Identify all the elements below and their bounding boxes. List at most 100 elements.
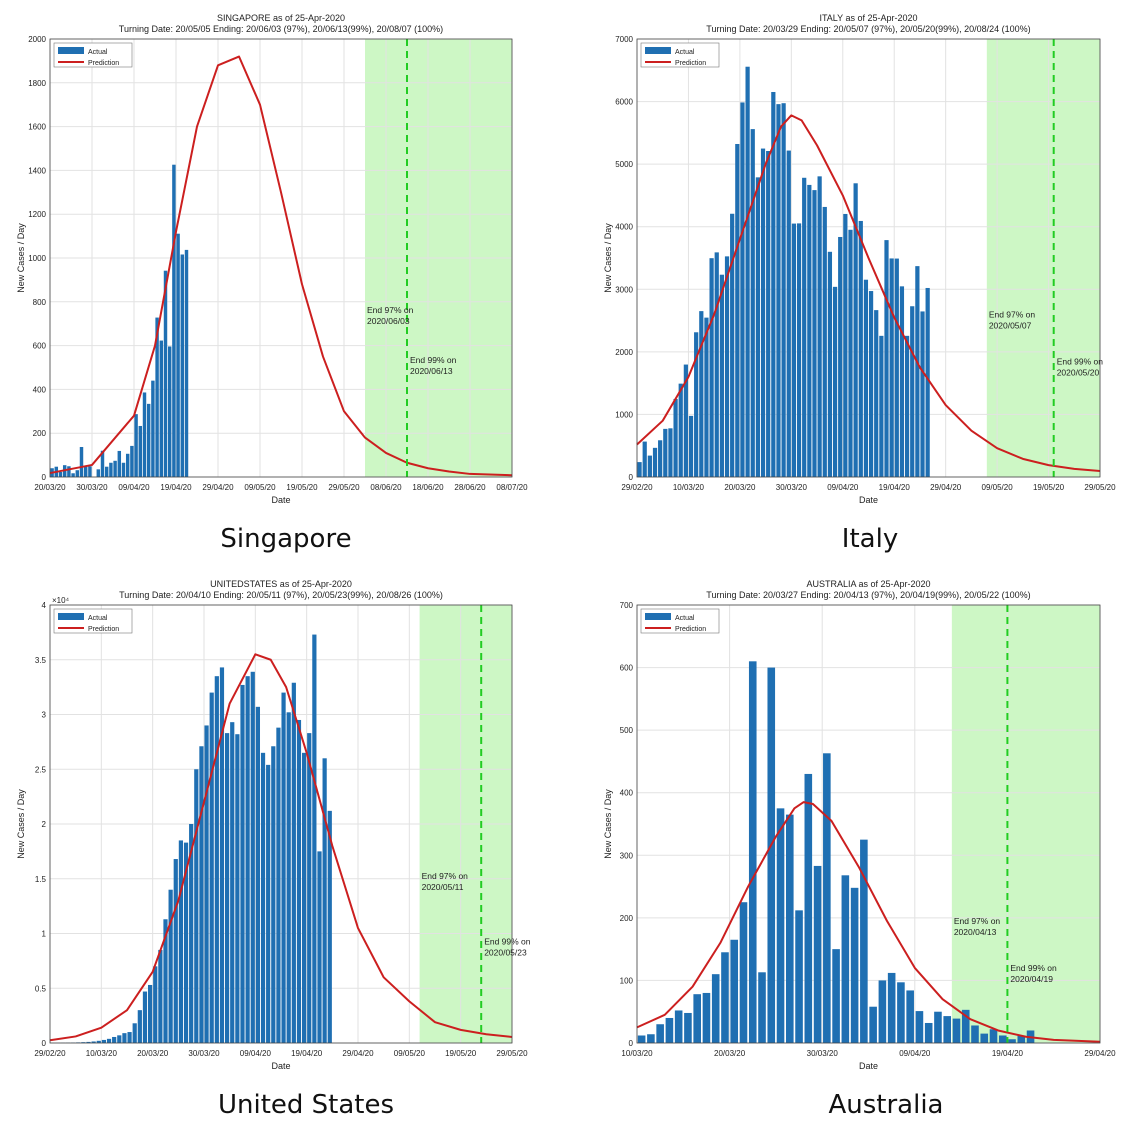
- y-tick-label: 1400: [28, 166, 46, 175]
- bar: [1017, 1035, 1026, 1043]
- x-tick-label: 29/04/20: [930, 483, 962, 492]
- y-tick-label: 200: [33, 429, 47, 438]
- x-tick-label: 20/03/20: [137, 1049, 169, 1058]
- bar: [850, 887, 859, 1043]
- bar: [663, 428, 668, 477]
- legend-label-actual: Actual: [88, 49, 108, 56]
- bar: [745, 66, 750, 477]
- bar: [711, 974, 720, 1043]
- prediction-line: [49, 55, 513, 477]
- bar: [81, 1042, 86, 1043]
- x-tick-label: 19/05/20: [445, 1049, 477, 1058]
- bar: [699, 311, 704, 477]
- bar: [125, 453, 130, 477]
- legend: Actual Prediction: [640, 42, 720, 68]
- bar: [656, 1024, 664, 1043]
- bar: [184, 249, 189, 477]
- y-tick-label: 3.5: [35, 656, 47, 665]
- bar: [841, 875, 850, 1043]
- bar: [786, 150, 791, 477]
- bar: [740, 102, 745, 478]
- bar: [132, 1023, 137, 1043]
- y-axis-label: New Cases / Day: [603, 789, 613, 859]
- chart-panel-2: 0 0.5 1 1.5 2 2.5 3 3.5 4 29/02/20 10/03/20 20/03/2…: [16, 579, 531, 1071]
- bar: [76, 1042, 81, 1043]
- end-99-label: 2020/05/20: [1057, 367, 1100, 377]
- bar: [266, 764, 271, 1043]
- bar: [142, 392, 147, 477]
- bar: [296, 719, 302, 1043]
- x-tick-label: 19/05/20: [1033, 483, 1065, 492]
- bar: [176, 233, 180, 477]
- bar: [758, 972, 766, 1043]
- bar: [739, 902, 748, 1043]
- bar: [183, 842, 189, 1043]
- legend-label-prediction: Prediction: [88, 626, 119, 633]
- bar: [827, 251, 833, 477]
- bar: [860, 839, 868, 1043]
- bar: [163, 270, 168, 477]
- y-tick-label: 3000: [615, 285, 633, 294]
- bar: [71, 473, 75, 477]
- y-tick-label: 7000: [615, 35, 633, 44]
- bar: [121, 462, 126, 477]
- bar: [147, 984, 153, 1043]
- bar: [730, 939, 739, 1043]
- bar: [771, 91, 776, 478]
- bar: [235, 734, 240, 1043]
- end-99-label: End 99% on: [484, 936, 531, 946]
- bar: [791, 223, 797, 477]
- bar: [887, 972, 896, 1043]
- bar: [943, 1016, 952, 1043]
- bar: [101, 1039, 107, 1043]
- bar: [58, 471, 63, 477]
- caption-united-states: United States: [217, 1090, 395, 1120]
- y-tick-label: 400: [620, 789, 634, 798]
- chart-title: ITALY as of 25-Apr-2020: [819, 13, 917, 23]
- bar: [151, 380, 155, 477]
- y-tick-label: 600: [33, 342, 47, 351]
- y-axis-label: New Cases / Day: [16, 789, 26, 859]
- y-tick-label: 500: [620, 726, 634, 735]
- bar: [637, 1035, 646, 1043]
- x-tick-label: 29/05/20: [496, 1049, 528, 1058]
- bar: [796, 223, 802, 477]
- bar: [668, 428, 673, 477]
- end-99-label: End 99% on: [1057, 356, 1104, 366]
- x-tick-label: 19/04/20: [992, 1049, 1024, 1058]
- forecast-band: [986, 39, 1100, 477]
- bar: [146, 403, 151, 477]
- y-tick-label: 4000: [615, 223, 633, 232]
- chart-panel-0: 0 200 400 600 800 1000 1200 1400 1600 1800 2000 20/…: [16, 13, 528, 505]
- bar: [832, 949, 840, 1043]
- bar: [155, 317, 159, 477]
- x-tick-label: 08/06/20: [370, 483, 402, 492]
- x-tick-label: 18/06/20: [412, 483, 444, 492]
- bar: [785, 814, 794, 1043]
- bar: [724, 256, 730, 477]
- bar: [214, 676, 219, 1043]
- bar: [853, 183, 858, 477]
- bar: [906, 990, 914, 1043]
- chart-subtitle: Turning Date: 20/04/10 Ending: 20/05/11 …: [119, 590, 443, 600]
- x-tick-label: 29/04/20: [1084, 1049, 1116, 1058]
- bar: [100, 450, 105, 477]
- bar: [879, 335, 884, 477]
- bar: [75, 470, 80, 477]
- bar: [817, 176, 822, 477]
- y-tick-label: 0: [629, 473, 634, 482]
- bar: [858, 220, 863, 478]
- x-tick-label: 30/03/20: [188, 1049, 220, 1058]
- caption-australia: Australia: [828, 1090, 944, 1120]
- legend-box: [640, 608, 720, 634]
- y-tick-label: 800: [33, 298, 47, 307]
- legend-label-actual: Actual: [675, 49, 695, 56]
- end-97-label: 2020/04/13: [954, 927, 997, 937]
- bar: [673, 398, 678, 477]
- legend-swatch-actual: [645, 613, 671, 620]
- x-tick-label: 19/04/20: [879, 483, 911, 492]
- bar: [721, 952, 729, 1043]
- legend: Actual Prediction: [640, 608, 720, 634]
- end-99-label: 2020/05/23: [484, 947, 527, 957]
- bar: [219, 667, 225, 1043]
